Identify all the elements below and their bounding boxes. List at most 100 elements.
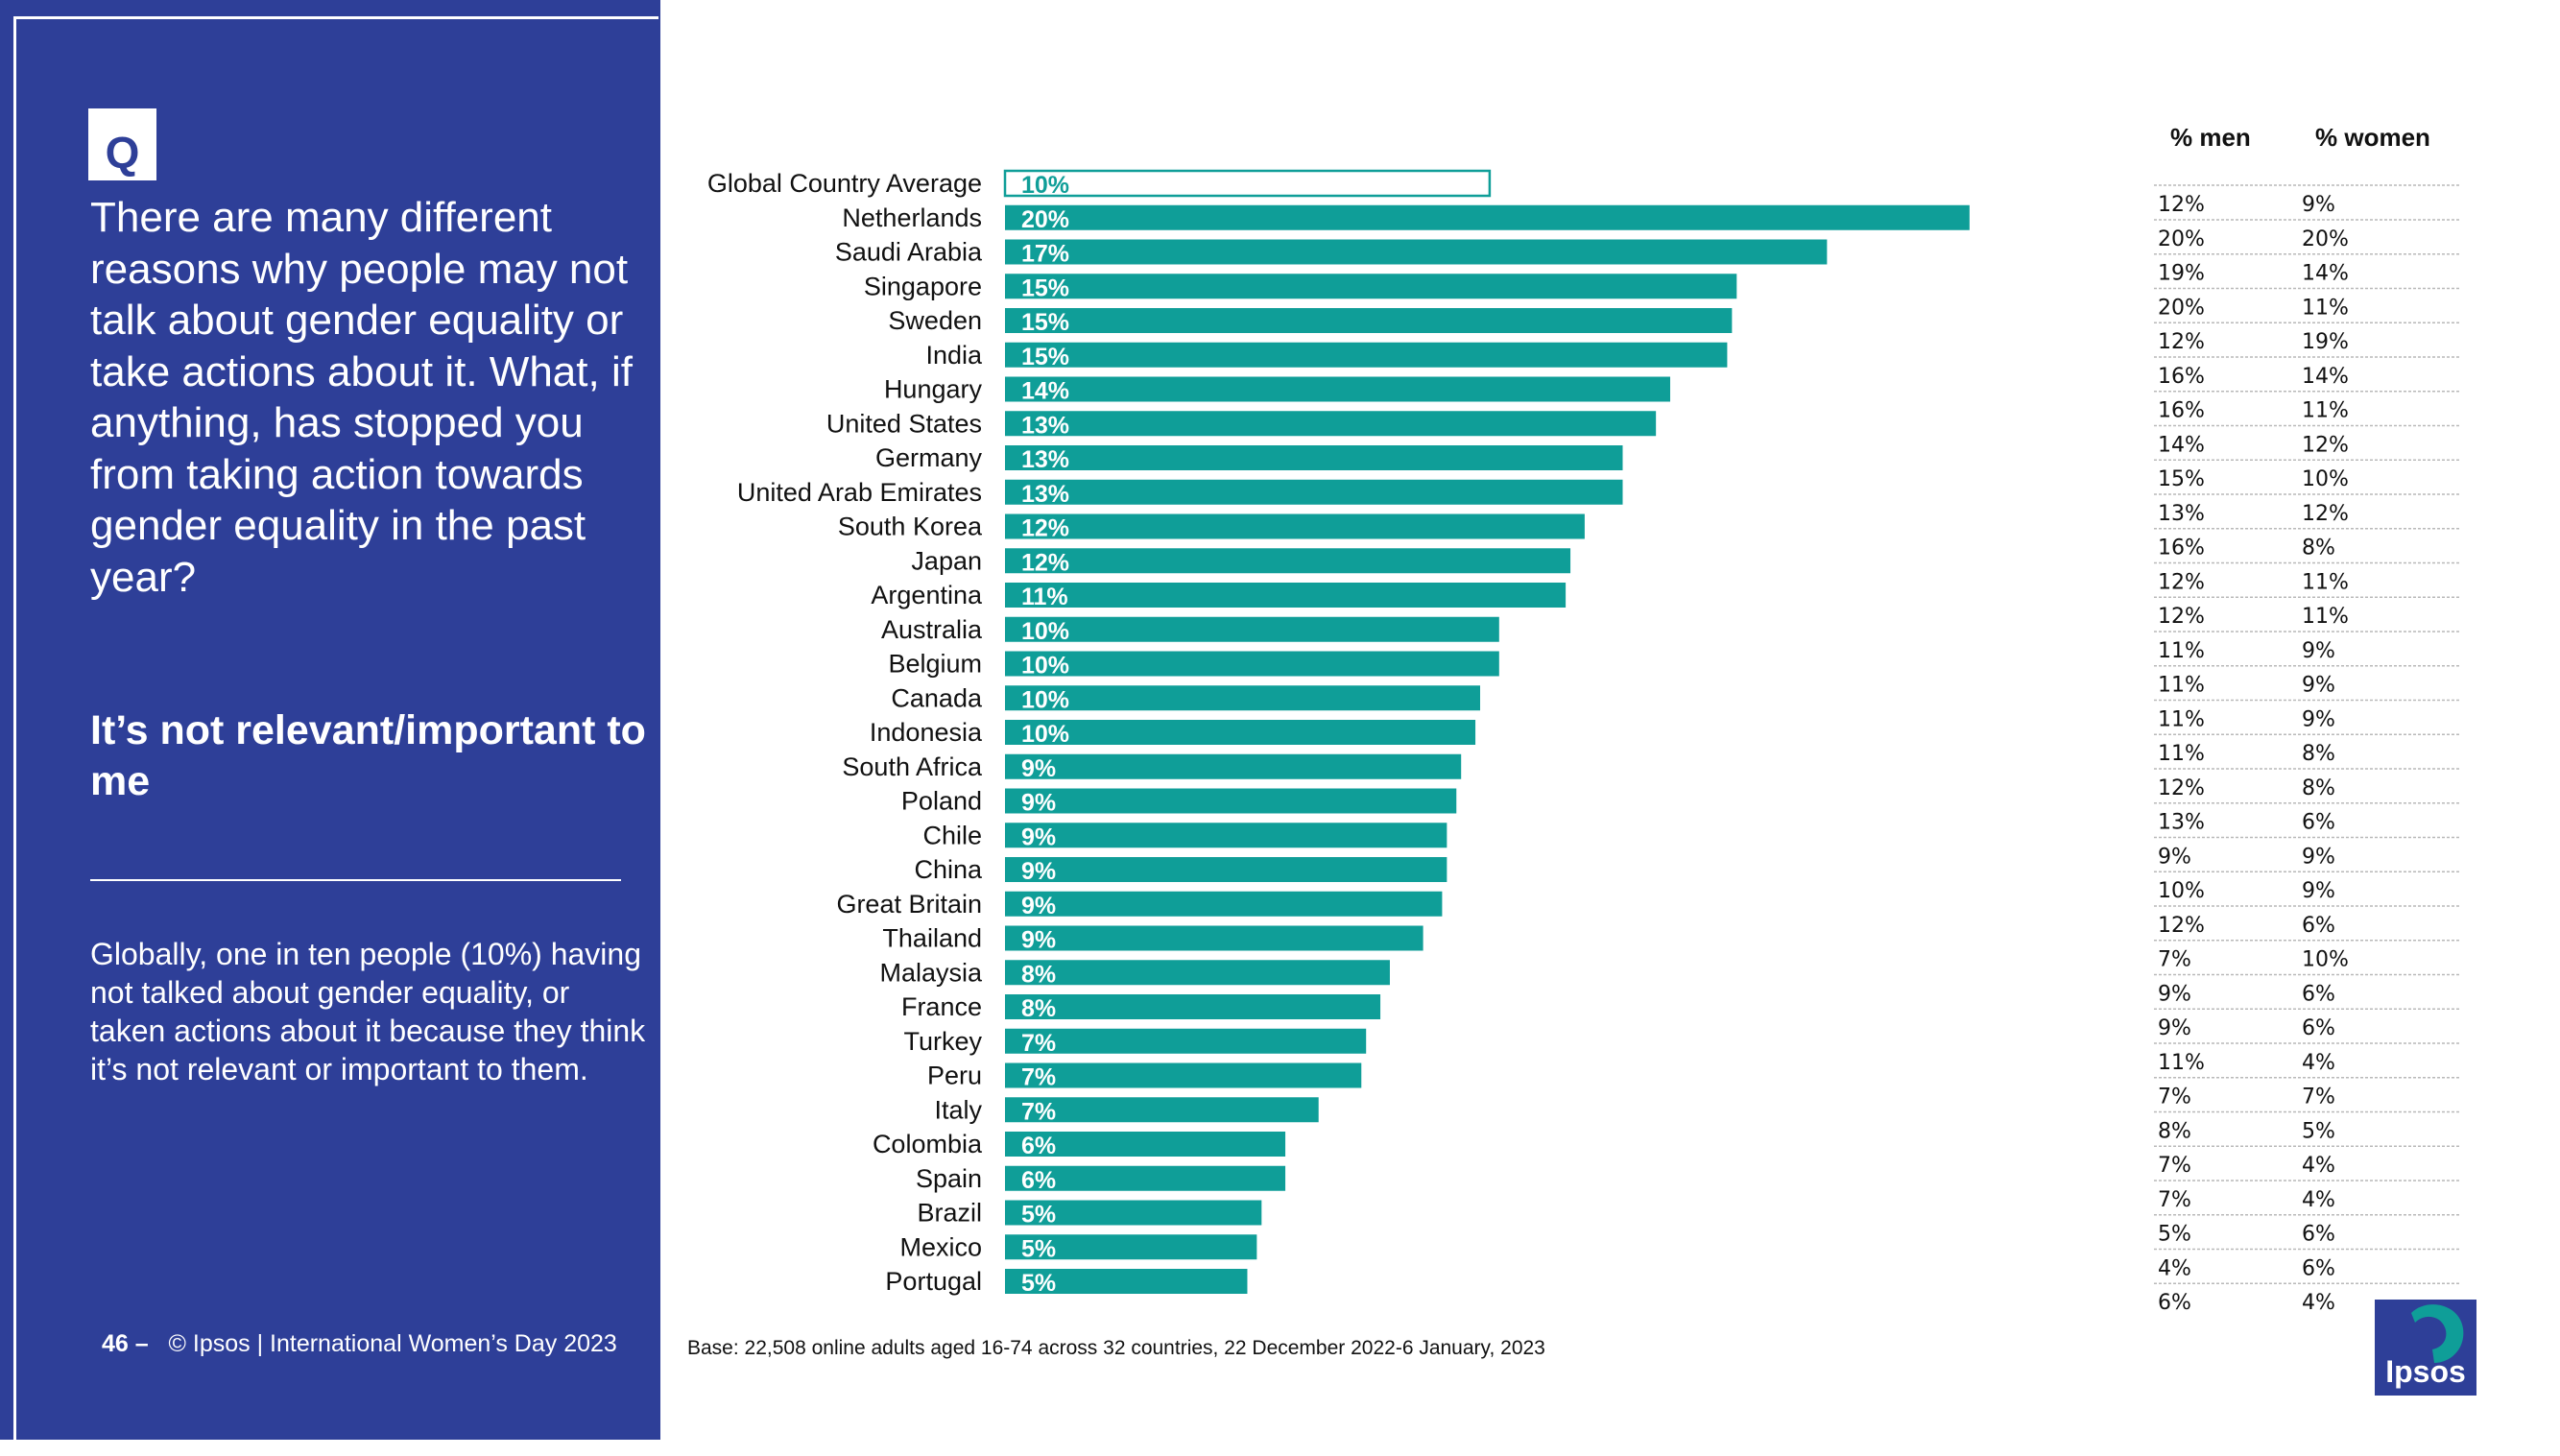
women-value: 10% (2302, 467, 2349, 491)
women-value: 5% (2302, 1119, 2335, 1143)
data-label: 12% (1021, 515, 1069, 542)
bar (1005, 1062, 1362, 1088)
bar (1005, 1269, 1248, 1294)
women-value: 9% (2302, 845, 2335, 869)
men-value: 11% (2158, 742, 2205, 766)
data-label: 15% (1021, 309, 1069, 336)
women-value: 8% (2302, 776, 2335, 800)
men-value: 15% (2158, 467, 2205, 491)
men-value: 12% (2158, 193, 2205, 217)
men-value: 5% (2158, 1223, 2191, 1247)
category-label: Portugal (885, 1267, 982, 1296)
bar (1005, 925, 1424, 951)
women-value: 4% (2302, 1291, 2335, 1315)
footer: 46 – © Ipsos | International Women’s Day… (102, 1330, 617, 1358)
men-value: 14% (2158, 433, 2205, 457)
category-label: Spain (916, 1164, 982, 1193)
bar (1005, 342, 1728, 368)
women-value: 6% (2302, 1256, 2335, 1280)
bar (1005, 857, 1447, 882)
bar (1005, 513, 1585, 539)
bar (1005, 376, 1670, 402)
data-label: 12% (1021, 549, 1069, 576)
bar (1005, 308, 1733, 333)
men-value: 16% (2158, 537, 2205, 561)
men-value: 20% (2158, 227, 2205, 251)
category-label: Indonesia (870, 718, 983, 747)
men-value: 16% (2158, 399, 2205, 423)
women-value: 4% (2302, 1154, 2335, 1178)
men-value: 19% (2158, 262, 2205, 286)
bar (1005, 479, 1623, 505)
men-value: 11% (2158, 707, 2205, 731)
bar (1005, 720, 1476, 745)
women-value: 12% (2302, 502, 2349, 526)
category-label: Malaysia (879, 958, 983, 987)
data-label: 7% (1021, 1030, 1056, 1057)
men-value: 9% (2158, 845, 2191, 869)
women-value: 14% (2302, 262, 2349, 286)
category-label: Japan (911, 546, 982, 575)
category-label: South Korea (838, 513, 983, 541)
women-value: 6% (2302, 1016, 2335, 1040)
data-label: 13% (1021, 481, 1069, 508)
data-label: 10% (1021, 721, 1069, 748)
women-value: 9% (2302, 193, 2335, 217)
women-value: 8% (2302, 537, 2335, 561)
category-label: Argentina (871, 581, 983, 609)
data-label: 8% (1021, 995, 1056, 1022)
men-value: 4% (2158, 1256, 2191, 1280)
bar (1005, 960, 1390, 986)
category-label: Chile (922, 821, 982, 849)
women-value: 4% (2302, 1188, 2335, 1212)
data-label: 17% (1021, 241, 1069, 268)
category-label: Peru (927, 1062, 982, 1090)
category-label: Brazil (917, 1199, 982, 1228)
data-label: 6% (1021, 1167, 1056, 1194)
data-label: 8% (1021, 961, 1056, 988)
men-value: 11% (2158, 639, 2205, 663)
category-label: United Arab Emirates (737, 478, 982, 507)
data-label: 9% (1021, 927, 1056, 954)
data-label: 9% (1021, 893, 1056, 919)
men-value: 10% (2158, 879, 2205, 903)
category-label: Netherlands (842, 203, 982, 232)
bar (1005, 445, 1623, 470)
women-value: 6% (2302, 811, 2335, 835)
women-value: 9% (2302, 707, 2335, 731)
women-value: 10% (2302, 948, 2349, 972)
data-label: 9% (1021, 790, 1056, 817)
women-value: 8% (2302, 742, 2335, 766)
data-label: 20% (1021, 206, 1069, 233)
bar (1005, 788, 1457, 814)
men-value: 13% (2158, 811, 2205, 835)
data-label: 9% (1021, 858, 1056, 885)
women-value: 9% (2302, 674, 2335, 698)
women-value: 12% (2302, 433, 2349, 457)
category-label: Canada (891, 683, 983, 712)
data-label: 11% (1021, 584, 1068, 610)
bar (1005, 548, 1571, 574)
data-label: 10% (1021, 653, 1069, 680)
data-label: 9% (1021, 823, 1056, 850)
ipsos-logo: Ipsos (2375, 1300, 2476, 1396)
category-label: South Africa (842, 752, 983, 781)
category-label: Italy (934, 1095, 982, 1124)
men-value: 7% (2158, 1086, 2191, 1110)
bar (1005, 651, 1499, 677)
panel-frame-line (13, 16, 658, 1456)
data-label: 9% (1021, 755, 1056, 782)
women-value: 4% (2302, 1051, 2335, 1075)
data-label: 13% (1021, 412, 1069, 439)
bar (1005, 994, 1381, 1019)
bar (1005, 823, 1447, 848)
women-value: 14% (2302, 365, 2349, 389)
data-label: 10% (1021, 618, 1069, 645)
category-label: Global Country Average (707, 169, 982, 198)
category-label: Saudi Arabia (835, 238, 983, 267)
answer-option: It’s not relevant/important to me (90, 707, 646, 804)
men-value: 7% (2158, 948, 2191, 972)
bar (1005, 204, 1970, 230)
data-label: 10% (1021, 172, 1069, 199)
women-value: 11% (2302, 605, 2349, 629)
